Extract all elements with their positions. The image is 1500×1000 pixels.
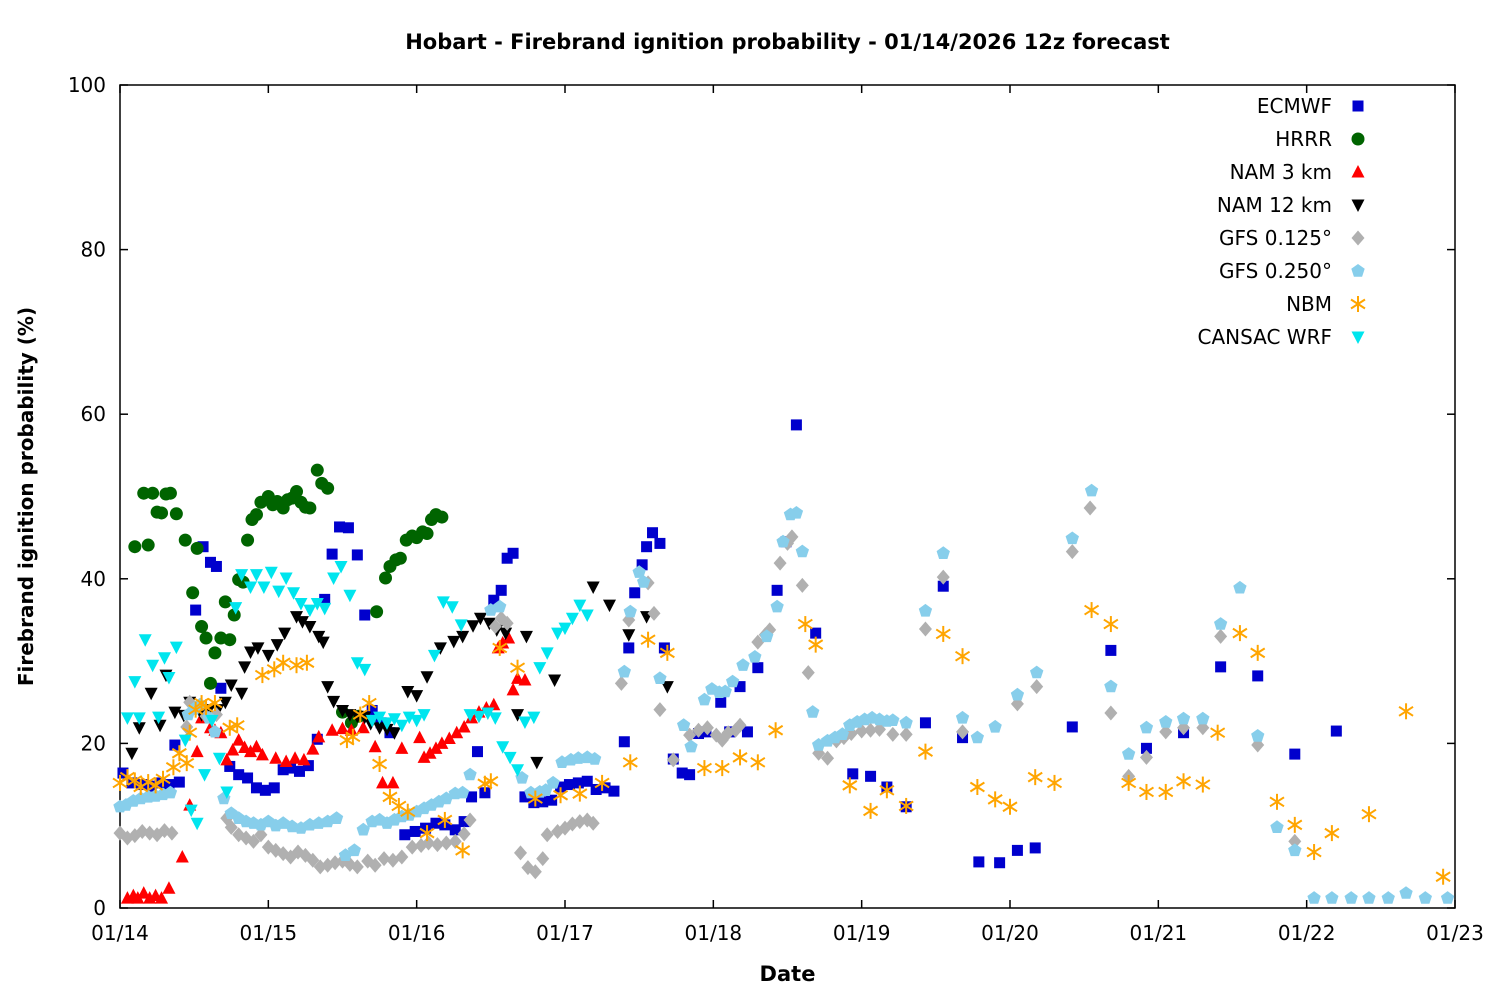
x-tick-label: 01/20: [981, 921, 1039, 945]
series-nbm: [112, 602, 1451, 885]
legend-label-hrrr: HRRR: [1275, 127, 1332, 151]
series-cansac-wrf: [120, 560, 594, 831]
x-tick-label: 01/18: [685, 921, 743, 945]
legend-item-gfs-0-250: GFS 0.250°: [1219, 259, 1365, 283]
legend-marker-hrrr-icon: [1351, 132, 1365, 146]
x-tick-label: 01/22: [1278, 921, 1336, 945]
legend-label-nbm: NBM: [1286, 292, 1332, 316]
x-tick-label: 01/19: [833, 921, 891, 945]
x-tick-label: 01/17: [536, 921, 594, 945]
x-tick-label: 01/15: [240, 921, 298, 945]
legend-marker-gfs-0-250-icon: [1351, 264, 1365, 277]
legend-label-gfs-0-250: GFS 0.250°: [1219, 259, 1332, 283]
legend: ECMWF HRRR NAM 3 km NAM 12 km GFS 0.125° GFS …: [1197, 94, 1366, 349]
y-tick-label: 40: [81, 567, 106, 591]
x-axis: 01/14 01/15 01/16 01/17 01/18 01/19 01/20 01/21…: [91, 85, 1484, 945]
legend-item-nam-3-km: NAM 3 km: [1230, 160, 1365, 184]
x-tick-label: 01/16: [388, 921, 446, 945]
y-tick-label: 20: [81, 731, 106, 755]
y-tick-label: 80: [81, 238, 106, 262]
series-ecmwf: [117, 419, 1342, 869]
legend-label-nam-12-km: NAM 12 km: [1217, 193, 1332, 217]
y-tick-label: 60: [81, 402, 106, 426]
legend-marker-cansac-wrf-icon: [1351, 331, 1365, 344]
legend-item-nam-12-km: NAM 12 km: [1217, 193, 1365, 217]
legend-label-cansac-wrf: CANSAC WRF: [1197, 325, 1332, 349]
x-tick-label: 01/21: [1130, 921, 1188, 945]
series-hrrr: [128, 463, 449, 730]
y-tick-label: 100: [68, 73, 106, 97]
chart-title: Hobart - Firebrand ignition probability …: [405, 30, 1170, 54]
legend-label-ecmwf: ECMWF: [1257, 94, 1332, 118]
x-axis-label: Date: [759, 962, 816, 986]
legend-label-nam-3-km: NAM 3 km: [1230, 160, 1332, 184]
x-tick-label: 01/14: [91, 921, 149, 945]
x-tick-label: 01/23: [1426, 921, 1484, 945]
legend-marker-nam-12-km-icon: [1351, 199, 1365, 212]
legend-item-gfs-0-125: GFS 0.125°: [1219, 226, 1365, 250]
plot-border: [119, 84, 1456, 909]
y-axis: 0 20 40 60 80 100: [68, 73, 1455, 920]
legend-item-cansac-wrf: CANSAC WRF: [1197, 325, 1365, 349]
legend-item-ecmwf: ECMWF: [1257, 94, 1364, 118]
legend-marker-nbm-icon: [1350, 296, 1366, 312]
y-tick-label: 0: [93, 896, 106, 920]
legend-marker-gfs-0-125-icon: [1351, 230, 1365, 246]
legend-marker-nam-3-km-icon: [1351, 165, 1365, 178]
legend-item-hrrr: HRRR: [1275, 127, 1365, 151]
legend-marker-ecmwf-icon: [1352, 100, 1364, 112]
legend-item-nbm: NBM: [1286, 292, 1366, 316]
series-gfs-0-250: [113, 483, 1455, 904]
legend-label-gfs-0-125: GFS 0.125°: [1219, 226, 1332, 250]
